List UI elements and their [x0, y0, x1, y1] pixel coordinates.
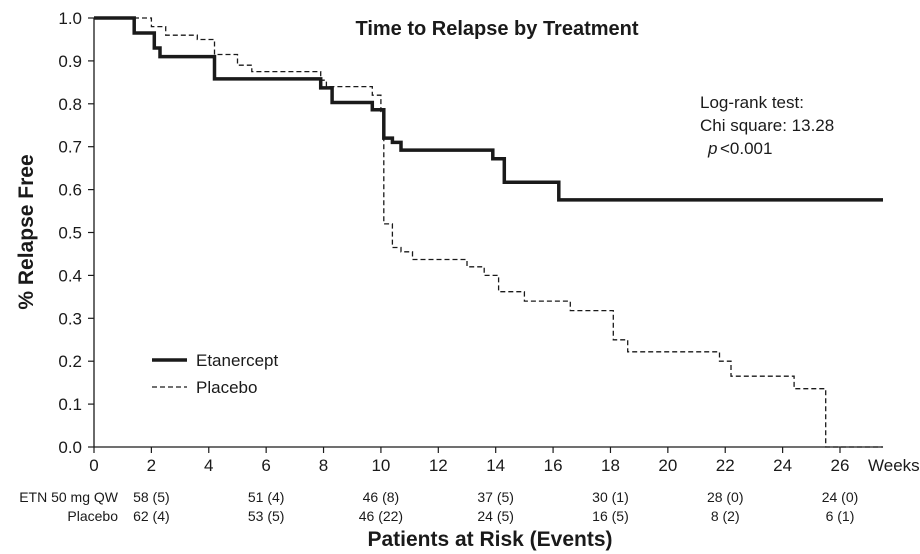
x-tick-label: 24 — [773, 456, 792, 475]
survival-curves — [94, 16, 883, 448]
x-tick-label: 20 — [658, 456, 677, 475]
p-value: <0.001 — [720, 139, 772, 158]
at-risk-cell: 16 (5) — [592, 508, 629, 524]
x-tick-label: 8 — [319, 456, 328, 475]
y-tick-label: 0.8 — [58, 95, 82, 114]
x-tick-label: 22 — [716, 456, 735, 475]
at-risk-row-label: ETN 50 mg QW — [19, 489, 119, 505]
patients-at-risk-table: ETN 50 mg QW 58 (5) 51 (4) 46 (8) 37 (5) 30 (… — [19, 489, 858, 524]
at-risk-cell: 24 (0) — [822, 489, 859, 505]
y-tick-label: 0.2 — [58, 352, 82, 371]
x-tick-label: 0 — [89, 456, 98, 475]
y-tick-label: 0.3 — [58, 309, 82, 328]
x-tick-label: 16 — [544, 456, 563, 475]
legend-label-etanercept: Etanercept — [196, 351, 278, 370]
x-axis-label: Patients at Risk (Events) — [367, 528, 612, 551]
at-risk-row-label: Placebo — [67, 508, 118, 524]
y-tick-label: 0.0 — [58, 438, 82, 457]
x-tick-label: 26 — [831, 456, 850, 475]
x-tick-label: 2 — [147, 456, 156, 475]
at-risk-cell: 30 (1) — [592, 489, 629, 505]
at-risk-cell: 28 (0) — [707, 489, 744, 505]
y-tick-label: 0.9 — [58, 52, 82, 71]
x-tick-label: 14 — [486, 456, 505, 475]
axes: 0.00.10.20.30.40.50.60.70.80.91.00 2 4 6 8 10… — [58, 9, 919, 475]
at-risk-cell: 62 (4) — [133, 508, 170, 524]
at-risk-cell: 46 (8) — [363, 489, 400, 505]
curve-placebo — [94, 17, 883, 448]
y-tick-label: 0.4 — [58, 266, 82, 285]
x-tick-label: 6 — [261, 456, 270, 475]
at-risk-cell: 24 (5) — [477, 508, 514, 524]
y-tick-label: 1.0 — [58, 9, 82, 28]
at-risk-cell: 37 (5) — [477, 489, 514, 505]
at-risk-cell: 51 (4) — [248, 489, 285, 505]
y-tick-label: 0.7 — [58, 138, 82, 157]
logrank-annotation-line2: Chi square: 13.28 — [700, 116, 834, 135]
x-tick-label: 4 — [204, 456, 213, 475]
x-tick-label: 18 — [601, 456, 620, 475]
y-tick-label: 0.5 — [58, 224, 82, 243]
p-symbol: p — [707, 139, 717, 158]
x-tick-label: 10 — [371, 456, 390, 475]
at-risk-cell: 58 (5) — [133, 489, 170, 505]
legend-label-placebo: Placebo — [196, 378, 257, 397]
legend: Etanercept Placebo — [152, 351, 278, 397]
at-risk-cell: 53 (5) — [248, 508, 285, 524]
y-axis-label: % Relapse Free — [15, 154, 38, 309]
curve-etanercept — [94, 16, 883, 202]
x-unit-label: Weeks — [868, 456, 920, 475]
y-tick-label: 0.1 — [58, 395, 82, 414]
at-risk-cell: 46 (22) — [359, 508, 403, 524]
chart-title: Time to Relapse by Treatment — [355, 18, 638, 40]
at-risk-cell: 8 (2) — [711, 508, 740, 524]
logrank-annotation-line1: Log-rank test: — [700, 93, 804, 112]
at-risk-cell: 6 (1) — [826, 508, 855, 524]
x-tick-label: 12 — [429, 456, 448, 475]
y-tick-label: 0.6 — [58, 181, 82, 200]
